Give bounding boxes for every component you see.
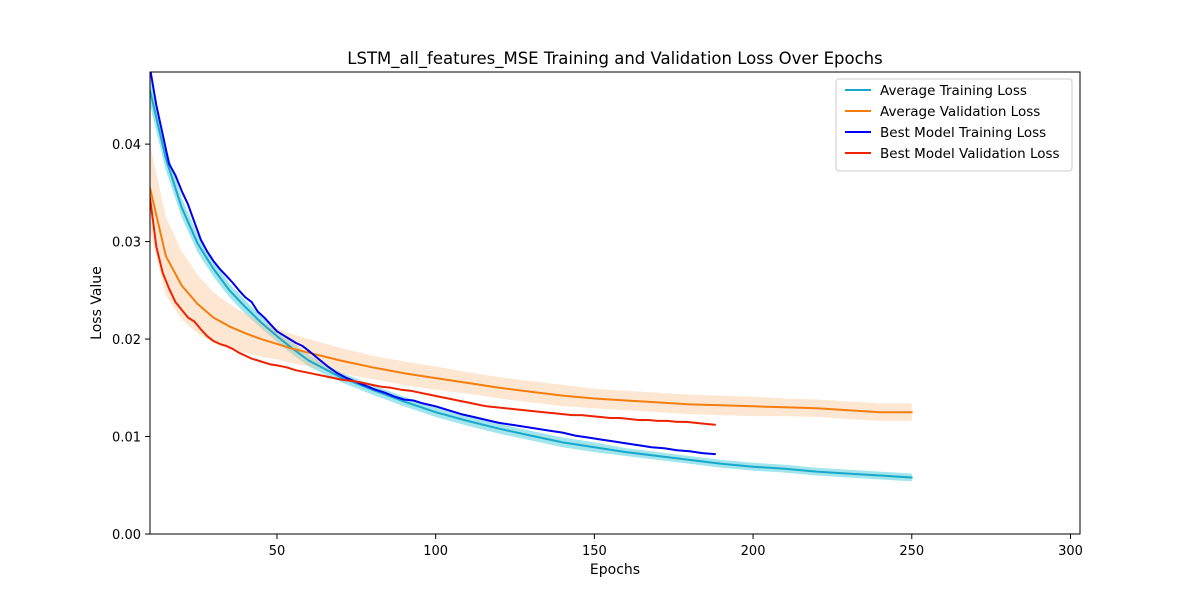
legend-label: Best Model Training Loss <box>880 125 1046 141</box>
average-validation-loss-line <box>150 187 913 414</box>
legend-label: Average Validation Loss <box>880 104 1040 120</box>
y-tick-label: 0.04 <box>112 138 141 153</box>
y-tick-label: 0.03 <box>112 236 141 251</box>
average-training-loss-line <box>150 89 913 479</box>
x-tick-label: 250 <box>899 544 924 559</box>
best-model-validation-loss-line <box>150 196 716 426</box>
legend-box <box>835 78 1073 172</box>
y-tick-label: 0.01 <box>112 431 141 446</box>
x-tick-label: 50 <box>269 544 286 559</box>
x-axis-label: Epochs <box>590 562 640 578</box>
legend-item-average-validation-loss: Average Validation Loss <box>845 104 1040 120</box>
plot-frame <box>149 71 1081 535</box>
legend-item-best-model-training-loss: Best Model Training Loss <box>845 125 1046 141</box>
legend-item-average-training-loss: Average Training Loss <box>845 83 1027 99</box>
y-axis: 0.00 0.01 0.02 0.03 0.04 <box>112 138 150 543</box>
legend-item-best-model-validation-loss: Best Model Validation Loss <box>845 146 1060 162</box>
y-tick-label: 0.02 <box>112 333 141 348</box>
x-tick-label: 300 <box>1058 544 1083 559</box>
plot-area <box>150 72 913 482</box>
average-validation-loss-band <box>150 144 912 421</box>
x-tick-label: 200 <box>741 544 766 559</box>
legend-label: Best Model Validation Loss <box>880 146 1060 162</box>
series-lines <box>150 72 913 479</box>
x-tick-label: 150 <box>582 544 607 559</box>
x-axis: 50 100 150 200 250 300 <box>269 534 1083 559</box>
y-tick-label: 0.00 <box>112 528 141 543</box>
legend: Average Training Loss Average Validation … <box>835 78 1073 172</box>
x-tick-label: 100 <box>423 544 448 559</box>
legend-label: Average Training Loss <box>880 83 1027 99</box>
y-axis-label: Loss Value <box>89 266 105 340</box>
chart-title: LSTM_all_features_MSE Training and Valid… <box>347 49 882 69</box>
